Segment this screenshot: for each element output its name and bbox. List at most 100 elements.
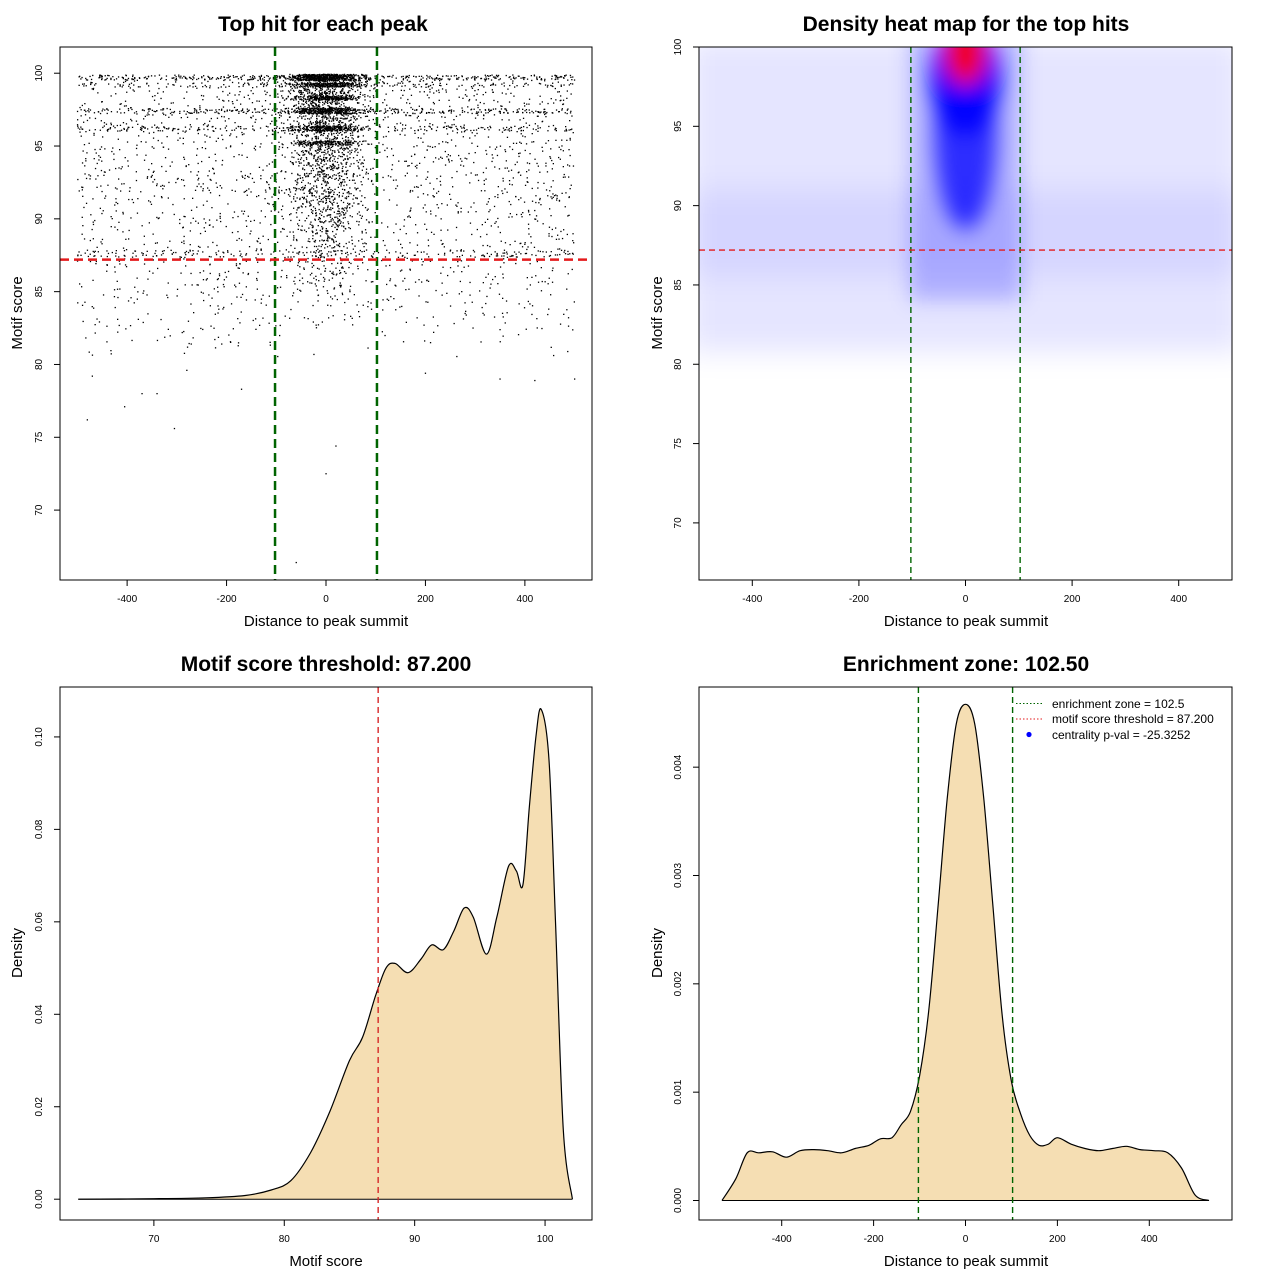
scatter-point (363, 256, 365, 258)
scatter-point (490, 253, 492, 256)
scatter-point (540, 79, 542, 81)
scatter-point (184, 252, 186, 254)
scatter-point (235, 263, 238, 265)
scatter-point (561, 237, 564, 240)
scatter-point (539, 112, 541, 114)
scatter-point (351, 236, 353, 238)
scatter-point (271, 142, 273, 144)
scatter-point (312, 107, 314, 110)
scatter-point (382, 309, 384, 311)
scatter-point (384, 99, 386, 101)
scatter-point (238, 112, 240, 114)
scatter-point (425, 86, 427, 88)
scatter-point (518, 75, 520, 77)
scatter-point (486, 233, 488, 236)
scatter-point (124, 264, 127, 266)
scatter-point (330, 296, 332, 298)
scatter-point (501, 131, 504, 133)
scatter-point (361, 215, 363, 217)
scatter-point (529, 214, 531, 216)
scatter-point (388, 75, 390, 78)
scatter-point (508, 130, 511, 132)
scatter-point (394, 130, 396, 132)
scatter-point (101, 243, 103, 245)
scatter-point (514, 125, 516, 127)
scatter-point (169, 240, 171, 242)
scatter-point (486, 252, 488, 255)
scatter-point (157, 267, 159, 270)
scatter-point (103, 174, 105, 176)
scatter-point (247, 272, 250, 275)
scatter-point (341, 95, 343, 97)
scatter-point (296, 120, 298, 123)
scatter-point (264, 198, 266, 200)
scatter-point (134, 77, 136, 79)
scatter-point (511, 184, 513, 186)
scatter-point (346, 76, 348, 78)
scatter-point (328, 90, 330, 93)
scatter-point (317, 256, 320, 259)
scatter-point (298, 225, 300, 227)
scatter-point (345, 212, 347, 214)
scatter-point (102, 108, 104, 110)
scatter-point (534, 218, 536, 220)
scatter-point (351, 149, 353, 151)
scatter-point (512, 80, 514, 82)
scatter-point (202, 86, 204, 88)
scatter-point (572, 76, 574, 78)
scatter-point (435, 129, 438, 132)
scatter-point (132, 89, 134, 91)
scatter-point (565, 192, 567, 194)
scatter-point (236, 76, 238, 78)
scatter-point (327, 188, 330, 190)
scatter-point (501, 119, 503, 121)
scatter-point (334, 130, 336, 132)
scatter-point (330, 209, 332, 211)
scatter-point (295, 188, 298, 190)
scatter-point (382, 76, 384, 78)
scatter-point (374, 83, 376, 85)
scatter-point (271, 114, 273, 116)
scatter-point (200, 327, 202, 330)
scatter-point (116, 288, 119, 290)
scatter-point (303, 160, 305, 162)
scatter-point (337, 134, 339, 136)
scatter-point (440, 239, 442, 242)
scatter-point (342, 109, 345, 112)
scatter-point (269, 123, 272, 125)
scatter-point (241, 175, 243, 177)
scatter-point (163, 185, 165, 187)
scatter-point (308, 74, 310, 76)
scatter-point (214, 347, 217, 349)
scatter-point (300, 150, 303, 153)
scatter-point (259, 77, 261, 79)
scatter-point (361, 162, 363, 164)
scatter-point (563, 313, 565, 315)
scatter-point (331, 277, 334, 279)
scatter-point (222, 256, 225, 258)
scatter-point (261, 253, 263, 255)
scatter-point (162, 112, 164, 114)
scatter-point (403, 111, 405, 114)
scatter-point (256, 248, 258, 250)
scatter-point (221, 108, 223, 110)
scatter-point (310, 192, 312, 194)
scatter-point (529, 153, 531, 155)
scatter-point (487, 218, 489, 220)
scatter-point (436, 126, 439, 128)
scatter-point (562, 150, 564, 152)
scatter-point (560, 85, 562, 87)
scatter-point (211, 297, 213, 299)
scatter-point (571, 79, 573, 81)
scatter-point (133, 112, 136, 114)
scatter-point (526, 171, 528, 173)
scatter-point (330, 120, 333, 122)
scatter-point (303, 198, 305, 200)
scatter-point (340, 199, 342, 202)
scatter-point (321, 260, 323, 262)
scatter-point (298, 86, 300, 88)
scatter-point (163, 113, 165, 116)
scatter-point (453, 110, 455, 112)
scatter-point (305, 206, 307, 208)
scatter-point (332, 97, 334, 99)
